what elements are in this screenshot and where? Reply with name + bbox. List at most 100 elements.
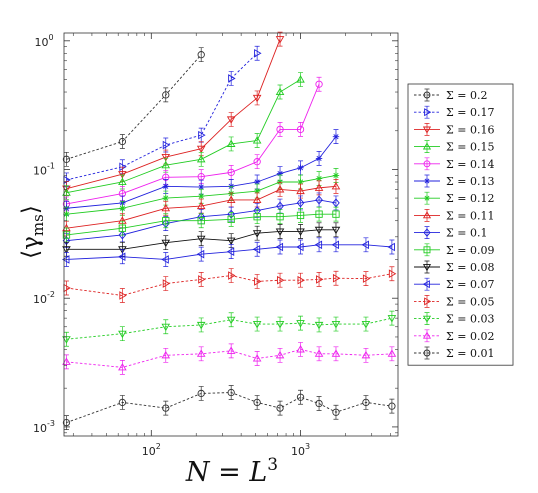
series-group: [62, 222, 341, 257]
legend-marker: [422, 315, 432, 323]
data-point: [196, 235, 206, 244]
data-point-errorbar: [198, 317, 204, 333]
data-point-errorbar: [316, 206, 322, 222]
x-axis-label: N = L3: [185, 455, 278, 488]
data-point: [331, 321, 341, 329]
data-point-errorbar: [163, 347, 169, 363]
legend-item: Σ = 0.09: [414, 243, 494, 257]
data-point-errorbar: [277, 272, 283, 288]
data-point: [253, 398, 261, 407]
data-point: [119, 162, 127, 172]
data-point: [297, 178, 304, 186]
y-axis-label-sub: ms: [29, 214, 47, 236]
legend-label: Σ = 0.05: [446, 295, 494, 308]
data-point-errorbar: [119, 360, 125, 375]
data-point: [252, 354, 262, 362]
data-point-errorbar: [198, 231, 204, 247]
data-point: [118, 330, 127, 339]
data-point: [297, 275, 305, 285]
y-tick-label-base: 10: [33, 293, 47, 306]
x-tick-label-exp: 3: [305, 442, 310, 451]
series-line: [66, 229, 336, 250]
legend-label: Σ = 0.16: [446, 123, 494, 136]
data-point-errorbar: [333, 206, 339, 222]
legend-label: Σ = 0.15: [446, 141, 494, 154]
data-point-errorbar: [228, 268, 234, 283]
legend-label: Σ = 0.14: [446, 158, 494, 171]
y-tick-label: 100: [34, 33, 53, 49]
data-point: [253, 213, 261, 221]
data-point-errorbar: [277, 209, 283, 225]
data-point: [196, 145, 206, 154]
data-point: [275, 321, 285, 329]
y-tick-label: 10-1: [33, 162, 55, 178]
legend-label: Σ = 0.1: [446, 227, 487, 240]
data-point-errorbar: [163, 400, 169, 416]
data-point-errorbar: [316, 396, 322, 411]
data-point-errorbar: [119, 288, 125, 303]
data-point: [296, 242, 304, 252]
data-point-errorbar: [254, 316, 260, 332]
legend-item: Σ = 0.05: [414, 295, 494, 308]
plot-frame: [63, 32, 399, 437]
data-point-errorbar: [228, 244, 234, 260]
data-point: [118, 137, 127, 146]
data-point: [119, 291, 127, 300]
data-point-errorbar: [228, 385, 234, 400]
data-point: [275, 87, 285, 96]
data-point-errorbar: [277, 400, 283, 416]
data-point-errorbar: [333, 270, 339, 286]
data-point: [315, 399, 323, 408]
x-tick-label: 103: [291, 442, 310, 458]
data-point-errorbar: [277, 347, 283, 363]
legend-label: Σ = 0.07: [446, 278, 494, 291]
legend-marker: [422, 280, 430, 289]
data-point: [361, 350, 371, 359]
data-point: [362, 398, 370, 407]
data-point: [62, 255, 70, 264]
legend-item: Σ = 0.07: [414, 277, 494, 291]
data-point: [226, 116, 236, 124]
data-point-errorbar: [333, 346, 339, 362]
data-point-errorbar: [254, 209, 260, 225]
x-tick-label-exp: 2: [156, 442, 161, 451]
data-point: [228, 271, 236, 280]
data-point: [314, 321, 324, 330]
data-point-errorbar: [198, 386, 204, 401]
data-point: [162, 217, 170, 225]
data-point: [161, 203, 171, 212]
data-point-errorbar: [277, 122, 283, 137]
data-point: [161, 255, 169, 264]
data-point: [198, 275, 206, 284]
data-point: [296, 228, 305, 236]
data-point-errorbar: [298, 224, 304, 239]
series-line: [66, 392, 392, 424]
data-point-errorbar: [389, 266, 395, 282]
data-point: [162, 404, 170, 412]
data-point: [315, 210, 323, 218]
data-point-errorbar: [333, 404, 339, 420]
series-line: [66, 79, 301, 194]
data-point-errorbar: [363, 395, 369, 410]
data-point: [276, 125, 284, 134]
data-point-errorbar: [163, 87, 169, 103]
data-point: [252, 136, 262, 144]
data-point: [253, 187, 261, 195]
data-point-errorbar: [163, 319, 169, 335]
data-point: [226, 316, 236, 325]
legend-label: Σ = 0.03: [446, 313, 494, 326]
data-point: [118, 362, 127, 371]
data-point: [161, 160, 171, 169]
data-point: [361, 321, 371, 329]
data-point: [226, 139, 236, 147]
y-tick-label-exp: 0: [48, 33, 53, 42]
data-point-errorbar: [363, 347, 369, 363]
data-point-errorbar: [63, 354, 69, 370]
legend-errorbar: [424, 346, 430, 360]
x-axis-label-main: N = L: [185, 457, 267, 488]
data-point: [62, 357, 71, 365]
data-point: [227, 168, 235, 177]
data-point: [226, 195, 236, 203]
data-point: [332, 172, 340, 179]
